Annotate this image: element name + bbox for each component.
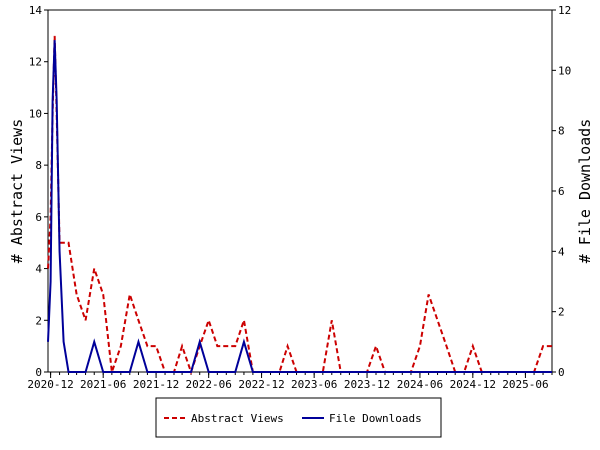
x-axis: 2020-12 2021-06 2021-12 2022-06 2022-12 2023-…: [27, 372, 553, 391]
left-tick-label: 0: [35, 366, 42, 379]
left-tick-label: 4: [35, 263, 42, 276]
left-tick-label: 2: [35, 314, 42, 327]
x-tick-label: 2025-06: [502, 378, 548, 391]
x-tick-label: 2020-12: [27, 378, 73, 391]
left-axis-title: # Abstract Views: [8, 119, 26, 264]
legend-box: [155, 397, 442, 438]
x-tick-label: 2023-12: [344, 378, 390, 391]
x-tick-label: 2023-06: [291, 378, 337, 391]
series-line-file-downloads: [47, 40, 552, 373]
left-tick-label: 10: [29, 107, 42, 120]
right-tick-label: 0: [558, 366, 565, 379]
right-tick-label: 8: [558, 125, 565, 138]
series-layer: [47, 35, 552, 376]
x-tick-label: 2024-06: [397, 378, 443, 391]
right-tick-label: 10: [558, 64, 571, 77]
left-tick-label: 14: [29, 4, 43, 17]
left-axis: 0 2 4 6 8 10 12 14: [29, 4, 48, 379]
right-tick-label: 6: [558, 185, 565, 198]
legend-label-abstract-views: Abstract Views: [191, 412, 284, 425]
plot-area: [47, 9, 553, 373]
left-tick-label: 8: [35, 159, 42, 172]
right-axis: 0 2 4 6 8 10 12: [552, 4, 571, 379]
right-tick-label: 2: [558, 306, 565, 319]
x-tick-label: 2021-06: [80, 378, 126, 391]
x-tick-label: 2024-12: [450, 378, 496, 391]
x-tick-label: 2022-06: [185, 378, 231, 391]
legend-label-file-downloads: File Downloads: [329, 412, 422, 425]
left-tick-label: 12: [29, 56, 42, 69]
x-tick-label: 2021-12: [133, 378, 179, 391]
right-axis-title: # File Downloads: [576, 119, 594, 264]
right-tick-label: 12: [558, 4, 571, 17]
legend: Abstract Views File Downloads: [155, 397, 442, 438]
x-tick-label: 2022-12: [238, 378, 284, 391]
left-tick-label: 6: [35, 211, 42, 224]
right-tick-label: 4: [558, 245, 565, 258]
